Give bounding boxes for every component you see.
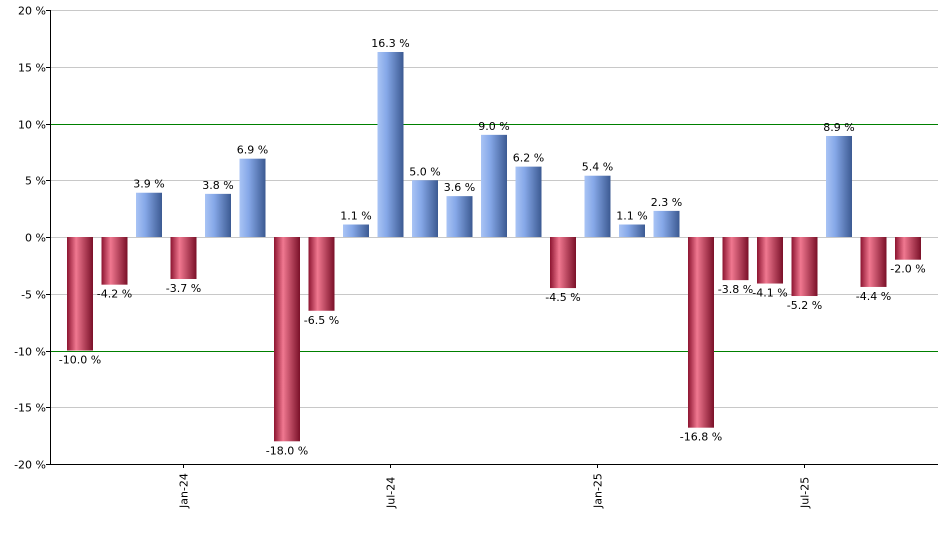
bar-Apr-25 (688, 237, 714, 428)
data-label: -4.1 % (752, 287, 787, 300)
data-label: 3.8 % (202, 179, 233, 192)
y-tick-label: -20 % (14, 459, 46, 472)
bar-Apr-24 (274, 237, 300, 442)
data-label: 8.9 % (823, 121, 854, 134)
bar-Nov-23 (101, 237, 128, 285)
data-label: -2.0 % (890, 263, 925, 276)
bar-Jan-24 (170, 237, 197, 279)
bar-Sep-25 (860, 237, 887, 287)
y-tick-label: 15 % (18, 62, 46, 75)
bar-May-25 (722, 237, 749, 281)
bar-Oct-25 (895, 237, 921, 260)
bar-Mar-24 (239, 158, 266, 237)
bar-Feb-25 (619, 224, 645, 237)
data-label: -10.0 % (59, 354, 101, 367)
data-label: 2.3 % (651, 196, 682, 209)
data-label: -3.7 % (166, 282, 201, 295)
y-tick-label: -15 % (14, 402, 46, 415)
bar-Dec-24 (550, 237, 576, 289)
bar-Oct-24 (481, 134, 507, 237)
data-label: 5.4 % (582, 161, 613, 174)
y-tick-label: 5 % (25, 175, 46, 188)
bar-Sep-24 (446, 196, 473, 237)
bar-Oct-23 (67, 237, 93, 351)
bar-Nov-24 (515, 166, 542, 237)
x-tick-label: Jul-24 (385, 477, 398, 509)
bar-May-24 (308, 237, 335, 311)
bar-Aug-24 (412, 180, 438, 237)
x-tick-label: Jan-24 (178, 473, 191, 509)
data-label: 1.1 % (616, 210, 647, 223)
bar-Dec-23 (136, 192, 162, 237)
data-label: 6.2 % (513, 152, 544, 165)
bar-Jul-25 (791, 237, 818, 297)
data-label: 1.1 % (340, 210, 371, 223)
y-tick-label: 10 % (18, 119, 46, 132)
data-label: -3.8 % (718, 283, 753, 296)
data-label: 5.0 % (409, 165, 440, 178)
data-label: -4.4 % (856, 290, 891, 303)
bar-Jun-25 (757, 237, 783, 284)
data-label: -6.5 % (304, 314, 339, 327)
y-tick-label: 0 % (25, 232, 46, 245)
bar-Mar-25 (653, 210, 680, 237)
bar-Jul-24 (377, 51, 404, 238)
data-label: 6.9 % (237, 144, 268, 157)
data-label: 3.6 % (444, 181, 475, 194)
data-label: -16.8 % (680, 431, 722, 444)
x-tick-label: Jul-25 (799, 477, 812, 509)
data-label: -18.0 % (266, 444, 308, 457)
data-label: -4.2 % (97, 288, 132, 301)
bar-Jun-24 (343, 224, 369, 237)
x-tick-label: Jan-25 (592, 473, 605, 509)
data-label: -5.2 % (787, 299, 822, 312)
data-label: 16.3 % (371, 37, 409, 50)
data-label: -4.5 % (545, 291, 580, 304)
data-label: 9.0 % (478, 120, 509, 133)
data-label: 3.9 % (133, 178, 164, 191)
y-tick-label: 20 % (18, 5, 46, 18)
bar-Feb-24 (205, 193, 231, 237)
bar-Aug-25 (826, 135, 852, 237)
y-tick-label: -10 % (14, 346, 46, 359)
bar-Jan-25 (584, 175, 611, 237)
y-tick-label: -5 % (21, 289, 46, 302)
